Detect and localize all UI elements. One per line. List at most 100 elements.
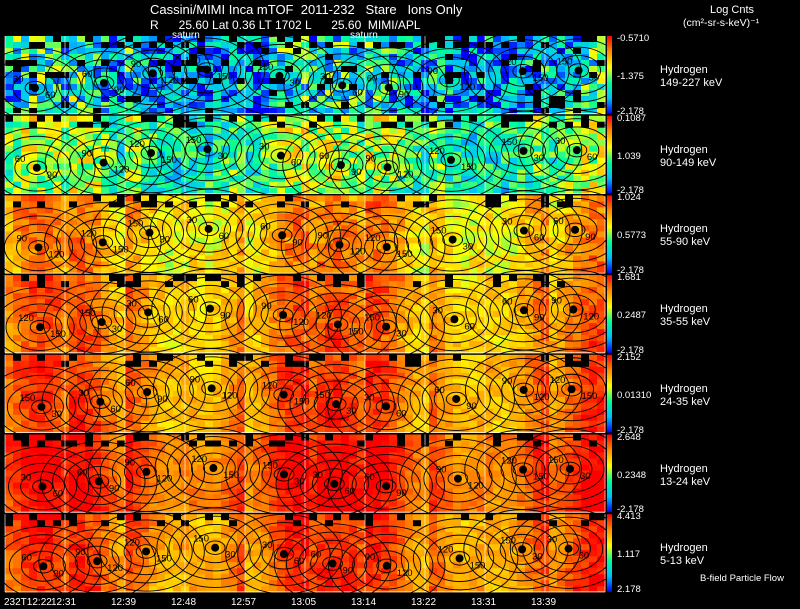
heatmap-cell — [69, 127, 78, 135]
heatmap-cell — [229, 54, 238, 61]
heatmap-cell — [53, 108, 62, 115]
heatmap-cell — [213, 408, 222, 416]
heatmap-cell — [205, 127, 214, 135]
heatmap-cell — [437, 311, 446, 318]
heatmap-cell — [229, 121, 238, 129]
heatmap-cell — [157, 219, 166, 226]
heatmap-cell — [485, 108, 494, 115]
heatmap-cell — [597, 48, 606, 55]
contour-label: 60 — [291, 158, 302, 169]
heatmap-cell — [133, 48, 142, 55]
heatmap-cell — [85, 60, 94, 67]
heatmap-cell — [221, 133, 230, 141]
heatmap-cell — [557, 151, 566, 159]
heatmap-cell — [469, 305, 478, 312]
heatmap-cell — [477, 243, 486, 250]
heatmap-cell — [269, 275, 278, 282]
heatmap-cell — [261, 384, 270, 392]
heatmap-cell — [213, 329, 222, 336]
contour-label: 120 — [293, 317, 309, 328]
heatmap-cell — [165, 219, 174, 226]
heatmap-cell — [21, 157, 30, 165]
heatmap-cell — [197, 231, 206, 238]
heatmap-cell — [165, 151, 174, 159]
heatmap-cell — [141, 133, 150, 141]
heatmap-cell — [125, 366, 134, 374]
heatmap-cell — [253, 408, 262, 416]
heatmap-cell — [493, 60, 502, 67]
heatmap-cell — [581, 207, 590, 214]
heatmap-cell — [469, 299, 478, 306]
heatmap-cell — [141, 287, 150, 294]
heatmap-cell — [13, 299, 22, 306]
heatmap-cell — [485, 181, 494, 189]
heatmap-cell — [453, 72, 462, 79]
heatmap-cell — [317, 366, 326, 374]
heatmap-cell — [205, 90, 214, 97]
heatmap-cell — [221, 151, 230, 159]
heatmap-cell — [581, 305, 590, 312]
heatmap-cell — [37, 341, 46, 348]
heatmap-cell — [477, 115, 486, 123]
heatmap-cell — [405, 396, 414, 404]
heatmap-cell — [45, 299, 54, 306]
heatmap-cell — [285, 231, 294, 238]
heatmap-cell — [469, 281, 478, 288]
heatmap-cell — [429, 317, 438, 324]
saturn-marker — [336, 161, 345, 170]
heatmap-cell — [501, 225, 510, 232]
heatmap-cell — [165, 347, 174, 354]
heatmap-cell — [493, 207, 502, 214]
heatmap-cell — [333, 335, 342, 342]
heatmap-cell — [109, 127, 118, 135]
heatmap-cell — [133, 329, 142, 336]
heatmap-cell — [533, 341, 542, 348]
heatmap-cell — [517, 378, 526, 386]
heatmap-cell — [469, 36, 478, 43]
heatmap-cell — [205, 360, 214, 368]
heatmap-cell — [133, 396, 142, 404]
heatmap-cell — [253, 323, 262, 330]
heatmap-cell — [373, 384, 382, 392]
heatmap-cell — [117, 90, 126, 97]
heatmap-cell — [517, 54, 526, 61]
heatmap-cell — [597, 317, 606, 324]
heatmap-cell — [453, 366, 462, 374]
heatmap-cell — [5, 243, 14, 250]
heatmap-cell — [141, 157, 150, 165]
heatmap-cell — [269, 287, 278, 294]
heatmap-cell — [189, 121, 198, 129]
heatmap-cell — [389, 317, 398, 324]
heatmap-cell — [437, 275, 446, 282]
heatmap-cell — [597, 378, 606, 386]
heatmap-cell — [309, 90, 318, 97]
heatmap-cell — [557, 335, 566, 342]
contour-label: 150 — [533, 73, 549, 84]
saturn-marker — [519, 226, 528, 235]
heatmap-cell — [205, 293, 214, 300]
heatmap-cell — [37, 281, 46, 288]
heatmap-cell — [29, 102, 38, 109]
heatmap-cell — [397, 207, 406, 214]
heatmap-cell — [509, 305, 518, 312]
heatmap-cell — [493, 384, 502, 392]
heatmap-cell — [509, 255, 518, 262]
heatmap-cell — [581, 396, 590, 404]
heatmap-cell — [517, 231, 526, 238]
contour-line — [365, 151, 410, 183]
heatmap-cell — [213, 108, 222, 115]
heatmap-cell — [573, 108, 582, 115]
heatmap-cell — [93, 121, 102, 129]
heatmap-cell — [357, 341, 366, 348]
heatmap-cell — [405, 293, 414, 300]
heatmap-cell — [493, 335, 502, 342]
heatmap-cell — [341, 384, 350, 392]
contour-line — [378, 80, 400, 95]
heatmap-cell — [589, 201, 598, 208]
heatmap-cell — [277, 347, 286, 354]
heatmap-cell — [413, 249, 422, 256]
heatmap-cell — [381, 329, 390, 336]
heatmap-cell — [365, 54, 374, 61]
heatmap-cell — [37, 360, 46, 368]
heatmap-cell — [453, 384, 462, 392]
